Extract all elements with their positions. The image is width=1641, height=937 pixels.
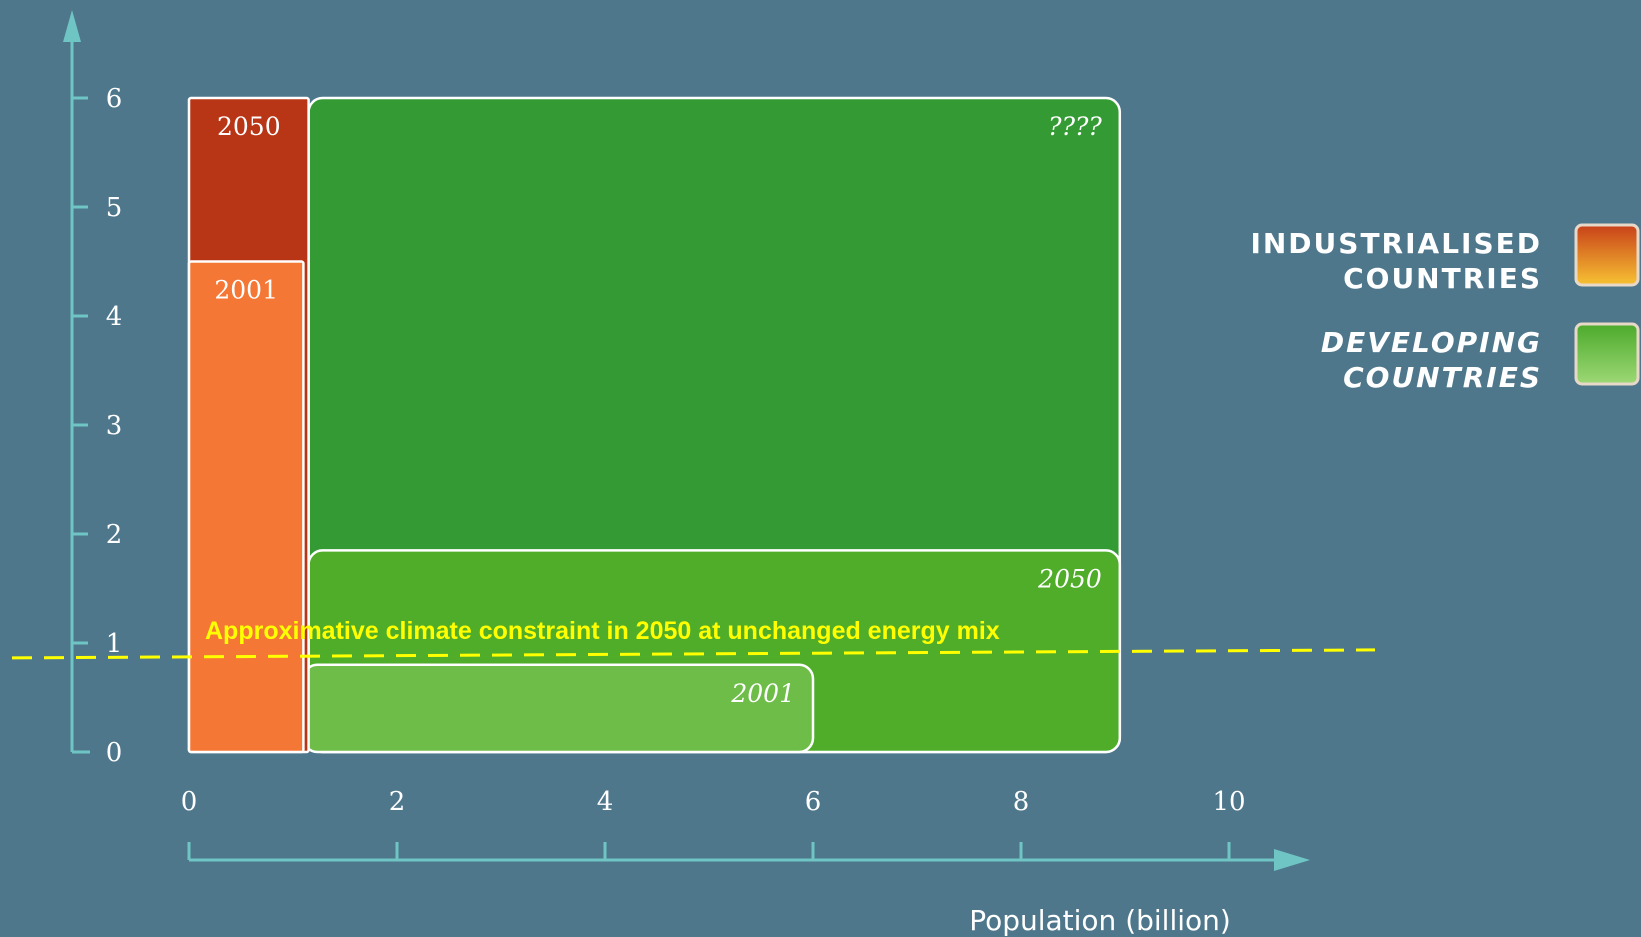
x-tick-label: 4	[597, 787, 614, 817]
legend-swatch	[1574, 223, 1640, 287]
legend: INDUSTRIALISEDCOUNTRIESDEVELOPINGCOUNTRI…	[1250, 223, 1640, 394]
y-axis-arrow-icon	[63, 10, 81, 42]
y-tick-label: 3	[106, 411, 123, 441]
industrialised-bar-4	[187, 260, 305, 754]
legend-label-line1: DEVELOPING	[1321, 326, 1542, 359]
constraint-label: Approximative climate constraint in 2050…	[205, 617, 1000, 645]
bar-label: 2001	[214, 276, 278, 305]
y-ticks: 0 1 2 3 4 5 6	[72, 84, 122, 768]
bars: ???? 2050 2001 2050 2001	[187, 96, 1122, 754]
legend-label-line2: COUNTRIES	[1343, 361, 1542, 394]
constraint-group: Approximative climate constraint in 2050…	[11, 617, 1376, 660]
x-axis-arrow-icon	[1274, 849, 1310, 871]
y-tick-label: 6	[106, 84, 123, 114]
bar-label: ????	[1048, 112, 1102, 141]
y-tick-label: 1	[106, 629, 123, 659]
legend-swatch	[1574, 322, 1640, 386]
x-axis-label: Population (billion)	[969, 904, 1231, 937]
x-tick-label: 0	[181, 787, 198, 817]
x-tick-label: 6	[805, 787, 822, 817]
constraint-line	[11, 648, 1376, 660]
bar-label: 2001	[730, 679, 795, 708]
y-tick-label: 2	[106, 520, 123, 550]
x-axis: 0 2 4 6 8 10 Population (billion)	[181, 787, 1310, 937]
bar-label: 2050	[217, 112, 281, 141]
y-tick-label: 5	[106, 193, 123, 223]
bar-label: 2050	[1037, 564, 1102, 593]
x-tick-label: 8	[1013, 787, 1030, 817]
x-tick-label: 10	[1212, 787, 1245, 817]
x-tick-label: 2	[389, 787, 406, 817]
x-ticks: 0 2 4 6 8 10	[181, 787, 1246, 860]
y-tick-label: 4	[106, 302, 123, 332]
y-tick-label: 0	[106, 738, 123, 768]
y-axis: 0 1 2 3 4 5 6	[63, 10, 122, 768]
legend-label-line1: INDUSTRIALISED	[1250, 227, 1542, 260]
legend-label-line2: COUNTRIES	[1343, 262, 1542, 295]
